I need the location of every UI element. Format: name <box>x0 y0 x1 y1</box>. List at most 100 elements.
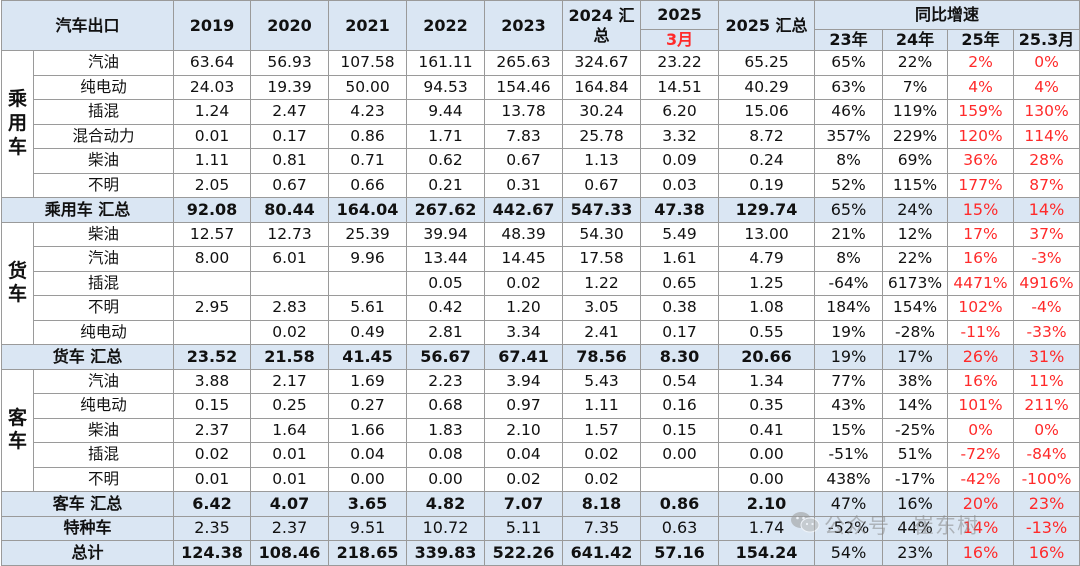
value-cell: 2.83 <box>250 295 330 321</box>
value-cell: 0.01 <box>250 466 330 492</box>
yoy-cell: 115% <box>882 172 949 198</box>
yoy-cell: 22% <box>882 50 949 76</box>
value-cell: 12.57 <box>173 221 252 247</box>
subtotal-value: 2.10 <box>718 491 816 517</box>
value-cell: 0.41 <box>718 417 816 443</box>
yoy-cell: 65% <box>814 50 884 76</box>
value-cell: 25.78 <box>562 123 642 149</box>
special-row-value: 0.63 <box>640 515 720 541</box>
subtotal-row: 乘用车 汇总 92.08 80.44 164.04 267.62 442.67 547.33… <box>0 197 1080 223</box>
yoy-cell: 43% <box>814 393 884 419</box>
special-row-value: 10.72 <box>406 515 486 541</box>
grand-total-row-value: 339.83 <box>406 540 486 566</box>
special-row-value: 7.35 <box>562 515 642 541</box>
special-row-value: 1.74 <box>718 515 816 541</box>
value-cell: 0.38 <box>640 295 720 321</box>
subtotal-value: 41.45 <box>328 344 408 370</box>
value-cell <box>250 270 330 296</box>
yoy-cell: 0% <box>1013 50 1080 76</box>
subtotal-value: 8.30 <box>640 344 720 370</box>
yoy-cell: 12% <box>882 221 949 247</box>
grand-total-row-value: 154.24 <box>718 540 816 566</box>
table-body: 乘用车汽油 63.64 56.93 107.58 161.11 265.63 324.67 2… <box>0 50 1080 566</box>
value-cell: 1.24 <box>173 99 252 125</box>
yoy-cell: 51% <box>882 442 949 468</box>
row-label: 汽油 <box>32 368 175 394</box>
special-row-yoy: -52% <box>814 515 884 541</box>
yoy-cell: -64% <box>814 270 884 296</box>
subtotal-value: 3.65 <box>328 491 408 517</box>
yoy-cell: 15% <box>814 417 884 443</box>
value-cell: 2.23 <box>406 368 486 394</box>
header-yoy-25-3: 25.3月 <box>1013 29 1080 51</box>
grand-total-row-yoy: 23% <box>882 540 949 566</box>
subtotal-value: 47.38 <box>640 197 720 223</box>
row-label: 混合动力 <box>32 123 175 149</box>
yoy-cell: 4916% <box>1013 270 1080 296</box>
value-cell: 19.39 <box>250 74 330 100</box>
yoy-cell: 14% <box>882 393 949 419</box>
value-cell: 2.95 <box>173 295 252 321</box>
grand-total-row-yoy: 16% <box>1013 540 1080 566</box>
value-cell: 0.09 <box>640 148 720 174</box>
special-row-value: 5.11 <box>484 515 564 541</box>
category-label: 客车 <box>1 368 34 492</box>
header-year-2019: 2019 <box>173 0 252 51</box>
value-cell: 0.66 <box>328 172 408 198</box>
subtotal-yoy: 31% <box>1013 344 1080 370</box>
value-cell: 0.42 <box>406 295 486 321</box>
yoy-cell: -33% <box>1013 319 1080 345</box>
value-cell: 0.01 <box>173 123 252 149</box>
value-cell: 1.11 <box>562 393 642 419</box>
grand-total-row-value: 641.42 <box>562 540 642 566</box>
value-cell: 0.24 <box>718 148 816 174</box>
subtotal-yoy: 17% <box>882 344 949 370</box>
table-row: 插混 1.24 2.47 4.23 9.44 13.78 30.24 6.20 15.06 46%… <box>2 99 1080 125</box>
value-cell: 0.21 <box>406 172 486 198</box>
special-row-label: 特种车 <box>0 515 175 541</box>
row-label: 不明 <box>32 295 175 321</box>
yoy-cell: -100% <box>1013 466 1080 492</box>
value-cell: 0.02 <box>173 442 252 468</box>
header-yoy-25: 25年 <box>947 29 1015 51</box>
subtotal-value: 442.67 <box>484 197 564 223</box>
row-label: 纯电动 <box>32 74 175 100</box>
yoy-cell: 22% <box>882 246 949 272</box>
subtotal-label: 货车 汇总 <box>0 344 175 370</box>
value-cell: 65.25 <box>718 50 816 76</box>
yoy-cell: 6173% <box>882 270 949 296</box>
subtotal-value: 92.08 <box>173 197 252 223</box>
value-cell: 1.71 <box>406 123 486 149</box>
yoy-cell: 87% <box>1013 172 1080 198</box>
value-cell: 1.08 <box>718 295 816 321</box>
header-2025: 2025 <box>640 0 720 30</box>
value-cell: 0.65 <box>640 270 720 296</box>
value-cell: 63.64 <box>173 50 252 76</box>
subtotal-row: 货车 汇总 23.52 21.58 41.45 56.67 67.41 78.56 8.30 2… <box>0 344 1080 370</box>
value-cell: 40.29 <box>718 74 816 100</box>
yoy-cell: 63% <box>814 74 884 100</box>
special-row-value: 9.51 <box>328 515 408 541</box>
yoy-cell: -72% <box>947 442 1015 468</box>
value-cell: 14.45 <box>484 246 564 272</box>
header-year-2023: 2023 <box>484 0 564 51</box>
value-cell: 2.05 <box>173 172 252 198</box>
value-cell: 0.00 <box>718 466 816 492</box>
value-cell: 0.54 <box>640 368 720 394</box>
yoy-cell: 0% <box>1013 417 1080 443</box>
header-yoy-24: 24年 <box>882 29 949 51</box>
header-2024-sum: 2024 汇总 <box>562 0 642 51</box>
value-cell: 1.57 <box>562 417 642 443</box>
yoy-cell: -51% <box>814 442 884 468</box>
yoy-cell: 119% <box>882 99 949 125</box>
subtotal-value: 547.33 <box>562 197 642 223</box>
yoy-cell: 2% <box>947 50 1015 76</box>
grand-total-row-yoy: 54% <box>814 540 884 566</box>
value-cell: 2.10 <box>484 417 564 443</box>
grand-total-row-label: 总计 <box>0 540 175 566</box>
yoy-cell: 52% <box>814 172 884 198</box>
subtotal-yoy: 16% <box>882 491 949 517</box>
value-cell: 0.15 <box>173 393 252 419</box>
value-cell: 2.41 <box>562 319 642 345</box>
